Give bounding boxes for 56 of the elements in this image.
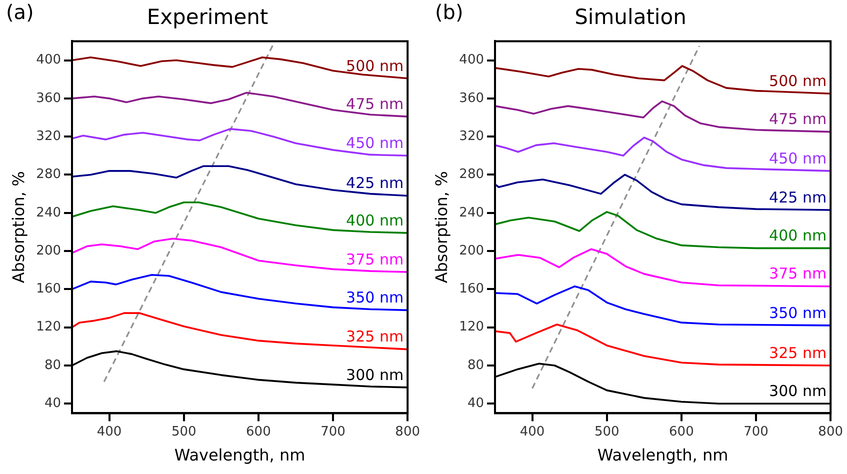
series-label: 500 nm [346, 56, 404, 75]
y-tick-label: 360 [36, 90, 62, 106]
y-axis-title: Absorption, % [8, 171, 28, 284]
x-axis-title: Wavelength, nm [174, 446, 306, 465]
text: (a) [6, 0, 34, 24]
series-label: 450 nm [346, 134, 404, 152]
y-axis-title: Absorption, % [432, 171, 451, 284]
x-tick-label: 700 [320, 424, 346, 440]
series-label: 375 nm [769, 264, 827, 283]
x-tick-label: 500 [171, 424, 196, 440]
y-tick-label: 160 [36, 282, 62, 297]
x-tick-label: 800 [818, 424, 844, 440]
y-tick-label: 80 [44, 358, 62, 373]
y-tick-label: 200 [36, 243, 62, 258]
y-tick-label: 120 [36, 320, 62, 335]
y-tick-label: 320 [459, 128, 484, 144]
series-label: 450 nm [769, 149, 827, 168]
y-tick-label: 240 [459, 205, 484, 220]
x-axis-title: Wavelength, nm [597, 446, 728, 465]
series-label: 400 nm [769, 226, 827, 245]
x-tick-label: 700 [744, 424, 768, 440]
y-tick-label: 80 [467, 358, 484, 373]
series-label: 375 nm [346, 250, 404, 268]
text: (b) [435, 0, 464, 24]
y-tick-label: 40 [467, 396, 484, 412]
y-tick-label: 400 [36, 52, 62, 68]
y-tick-label: 120 [459, 320, 484, 335]
y-tick-label: 320 [36, 128, 62, 144]
series-label: 350 nm [769, 304, 827, 322]
series-label: 300 nm [346, 366, 404, 384]
series-label: 425 nm [346, 174, 404, 192]
series-label: 325 nm [346, 328, 404, 346]
y-tick-label: 280 [459, 167, 484, 182]
series-label: 350 nm [346, 288, 404, 307]
x-tick-label: 600 [669, 424, 694, 440]
series-label: 475 nm [346, 94, 404, 113]
y-tick-label: 40 [44, 396, 62, 412]
x-tick-label: 800 [395, 424, 420, 440]
y-tick-label: 200 [459, 243, 484, 258]
series-label: 300 nm [769, 382, 827, 400]
y-tick-label: 360 [459, 90, 484, 106]
x-tick-label: 400 [520, 424, 545, 440]
series-label: 475 nm [769, 110, 827, 128]
chart-title: Simulation [574, 5, 686, 30]
x-tick-label: 600 [246, 424, 271, 440]
x-tick-label: 400 [96, 424, 122, 440]
y-tick-label: 160 [459, 282, 484, 297]
chart-title: Experiment [146, 5, 268, 30]
x-tick-label: 500 [594, 424, 620, 440]
y-tick-label: 240 [36, 205, 62, 220]
series-label: 325 nm [769, 344, 827, 362]
series-label: 400 nm [346, 211, 404, 230]
y-tick-label: 280 [36, 167, 62, 182]
y-tick-label: 400 [459, 52, 484, 68]
series-label: 500 nm [769, 72, 827, 90]
series-label: 425 nm [769, 188, 827, 206]
